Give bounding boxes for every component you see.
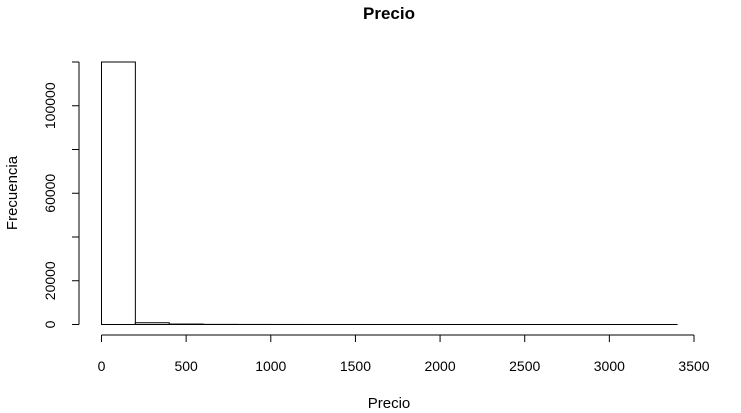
x-tick-label: 0 — [98, 358, 106, 374]
chart-title: Precio — [363, 4, 415, 23]
y-axis-label: Frecuencia — [4, 155, 21, 230]
x-tick-label: 1500 — [340, 358, 371, 374]
y-tick-label: 100000 — [42, 82, 58, 129]
y-tick-label: 0 — [42, 320, 58, 328]
x-tick-label: 2000 — [424, 358, 455, 374]
x-axis-label: Precio — [368, 395, 411, 412]
x-tick-label: 3500 — [678, 358, 709, 374]
x-axis: 0 500 1000 1500 2000 2500 3000 3500 — [98, 334, 710, 374]
histogram-bar — [134, 322, 170, 325]
x-tick-label: 500 — [174, 358, 198, 374]
y-axis: 0 20000 60000 100000 — [42, 61, 80, 328]
y-tick-label: 20000 — [42, 261, 58, 300]
histogram-bar — [101, 61, 136, 325]
y-tick-label: 60000 — [42, 174, 58, 213]
histogram-bars — [101, 61, 678, 326]
x-tick-label: 2500 — [509, 358, 540, 374]
x-tick-label: 1000 — [255, 358, 286, 374]
x-tick-label: 3000 — [594, 358, 625, 374]
